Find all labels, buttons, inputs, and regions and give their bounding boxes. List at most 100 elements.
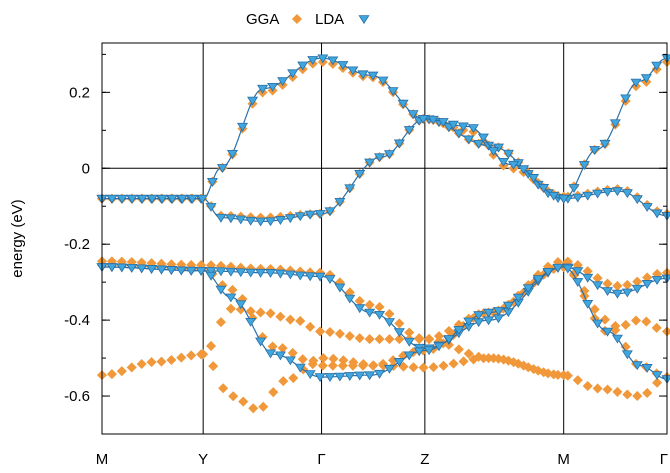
lda-point (453, 129, 465, 139)
gga-point (106, 369, 117, 380)
gga-point (538, 367, 549, 378)
lda-point (344, 372, 356, 381)
gga-point (438, 360, 449, 371)
lda-point (453, 326, 465, 336)
lda-point (176, 194, 188, 204)
gga-point (592, 273, 603, 284)
lda-point (483, 308, 495, 318)
lda-point (403, 126, 415, 135)
gga-point (498, 354, 509, 365)
lda-point (477, 133, 489, 143)
lda-point (324, 275, 336, 285)
gga-point (136, 358, 147, 370)
lda-point (492, 314, 505, 324)
lda-point (651, 61, 663, 71)
lda-point (215, 267, 227, 277)
lda-point (578, 161, 590, 171)
lda-point (403, 351, 415, 361)
gga-point (394, 318, 405, 329)
lda-point (621, 350, 633, 360)
gga-point (317, 360, 328, 371)
lda-point (374, 369, 386, 379)
gga-point (308, 355, 319, 366)
lda-point (621, 288, 633, 298)
lda-point (357, 70, 369, 80)
lda-point (175, 266, 187, 276)
gga-point (384, 308, 395, 319)
gga-point (327, 360, 338, 371)
lda-point (334, 283, 346, 293)
gga-point (651, 322, 662, 333)
lda-point (367, 71, 379, 81)
gga-point (599, 314, 611, 325)
lda-point (393, 358, 405, 367)
lda-point (267, 82, 279, 92)
gga-point (265, 308, 276, 319)
lda-point (651, 371, 663, 381)
gga-point (186, 350, 197, 361)
gga-point (324, 327, 336, 338)
lda-point (609, 119, 621, 129)
lda-point (467, 124, 479, 134)
lda-point (433, 342, 445, 352)
lda-point (264, 269, 277, 278)
gga-point (344, 331, 355, 342)
gga-point (354, 295, 365, 306)
x-tick-label: M (557, 451, 570, 468)
lda-point (383, 150, 395, 160)
lda-point (393, 328, 405, 338)
gga-point (602, 278, 613, 289)
lda-point (552, 263, 564, 273)
lda-point (651, 209, 663, 219)
lda-point (641, 203, 653, 212)
gga-point (622, 279, 633, 290)
gga-point (488, 353, 499, 364)
lda-point (473, 311, 485, 321)
lda-point (354, 304, 366, 314)
lda-point (225, 293, 237, 303)
lda-point (631, 284, 643, 294)
lda-point (611, 187, 623, 197)
lda-point (397, 99, 409, 109)
lda-point (558, 194, 570, 204)
lda-point (304, 272, 316, 282)
lda-point (582, 273, 594, 283)
lda-point (492, 307, 505, 316)
lda-point (294, 363, 306, 373)
gga-point (612, 280, 623, 291)
lda-point (126, 263, 138, 273)
lda-point (631, 195, 643, 205)
lda-point (497, 157, 509, 167)
lda-point (641, 280, 653, 289)
gga-point (418, 362, 429, 373)
lda-point (572, 278, 584, 287)
lda-point (548, 191, 560, 201)
lda-point (507, 160, 520, 170)
lda-point (528, 174, 540, 183)
lda-point (538, 184, 550, 193)
lda-point (620, 94, 632, 104)
lda-point (599, 139, 611, 149)
lda-point (205, 267, 217, 276)
lda-point (195, 267, 207, 276)
gga-point (528, 364, 539, 375)
lda-point (205, 203, 217, 212)
gga-point (126, 362, 137, 373)
lda-point (186, 194, 198, 204)
lda-point (447, 120, 459, 130)
gga-point (287, 347, 298, 359)
lda-point (483, 141, 495, 151)
gga-point (156, 356, 167, 367)
x-tick-label: Γ (660, 451, 668, 468)
gga-point (630, 315, 642, 326)
gga-point (166, 354, 177, 366)
lda-point (611, 334, 623, 344)
lda-band-line (102, 266, 668, 380)
lda-point (314, 272, 326, 282)
y-tick-label: 0 (82, 160, 90, 177)
gga-point (414, 334, 425, 345)
lda-point (136, 194, 148, 204)
gga-point (225, 303, 236, 314)
lda-point (324, 373, 336, 383)
gga-point (592, 383, 603, 394)
